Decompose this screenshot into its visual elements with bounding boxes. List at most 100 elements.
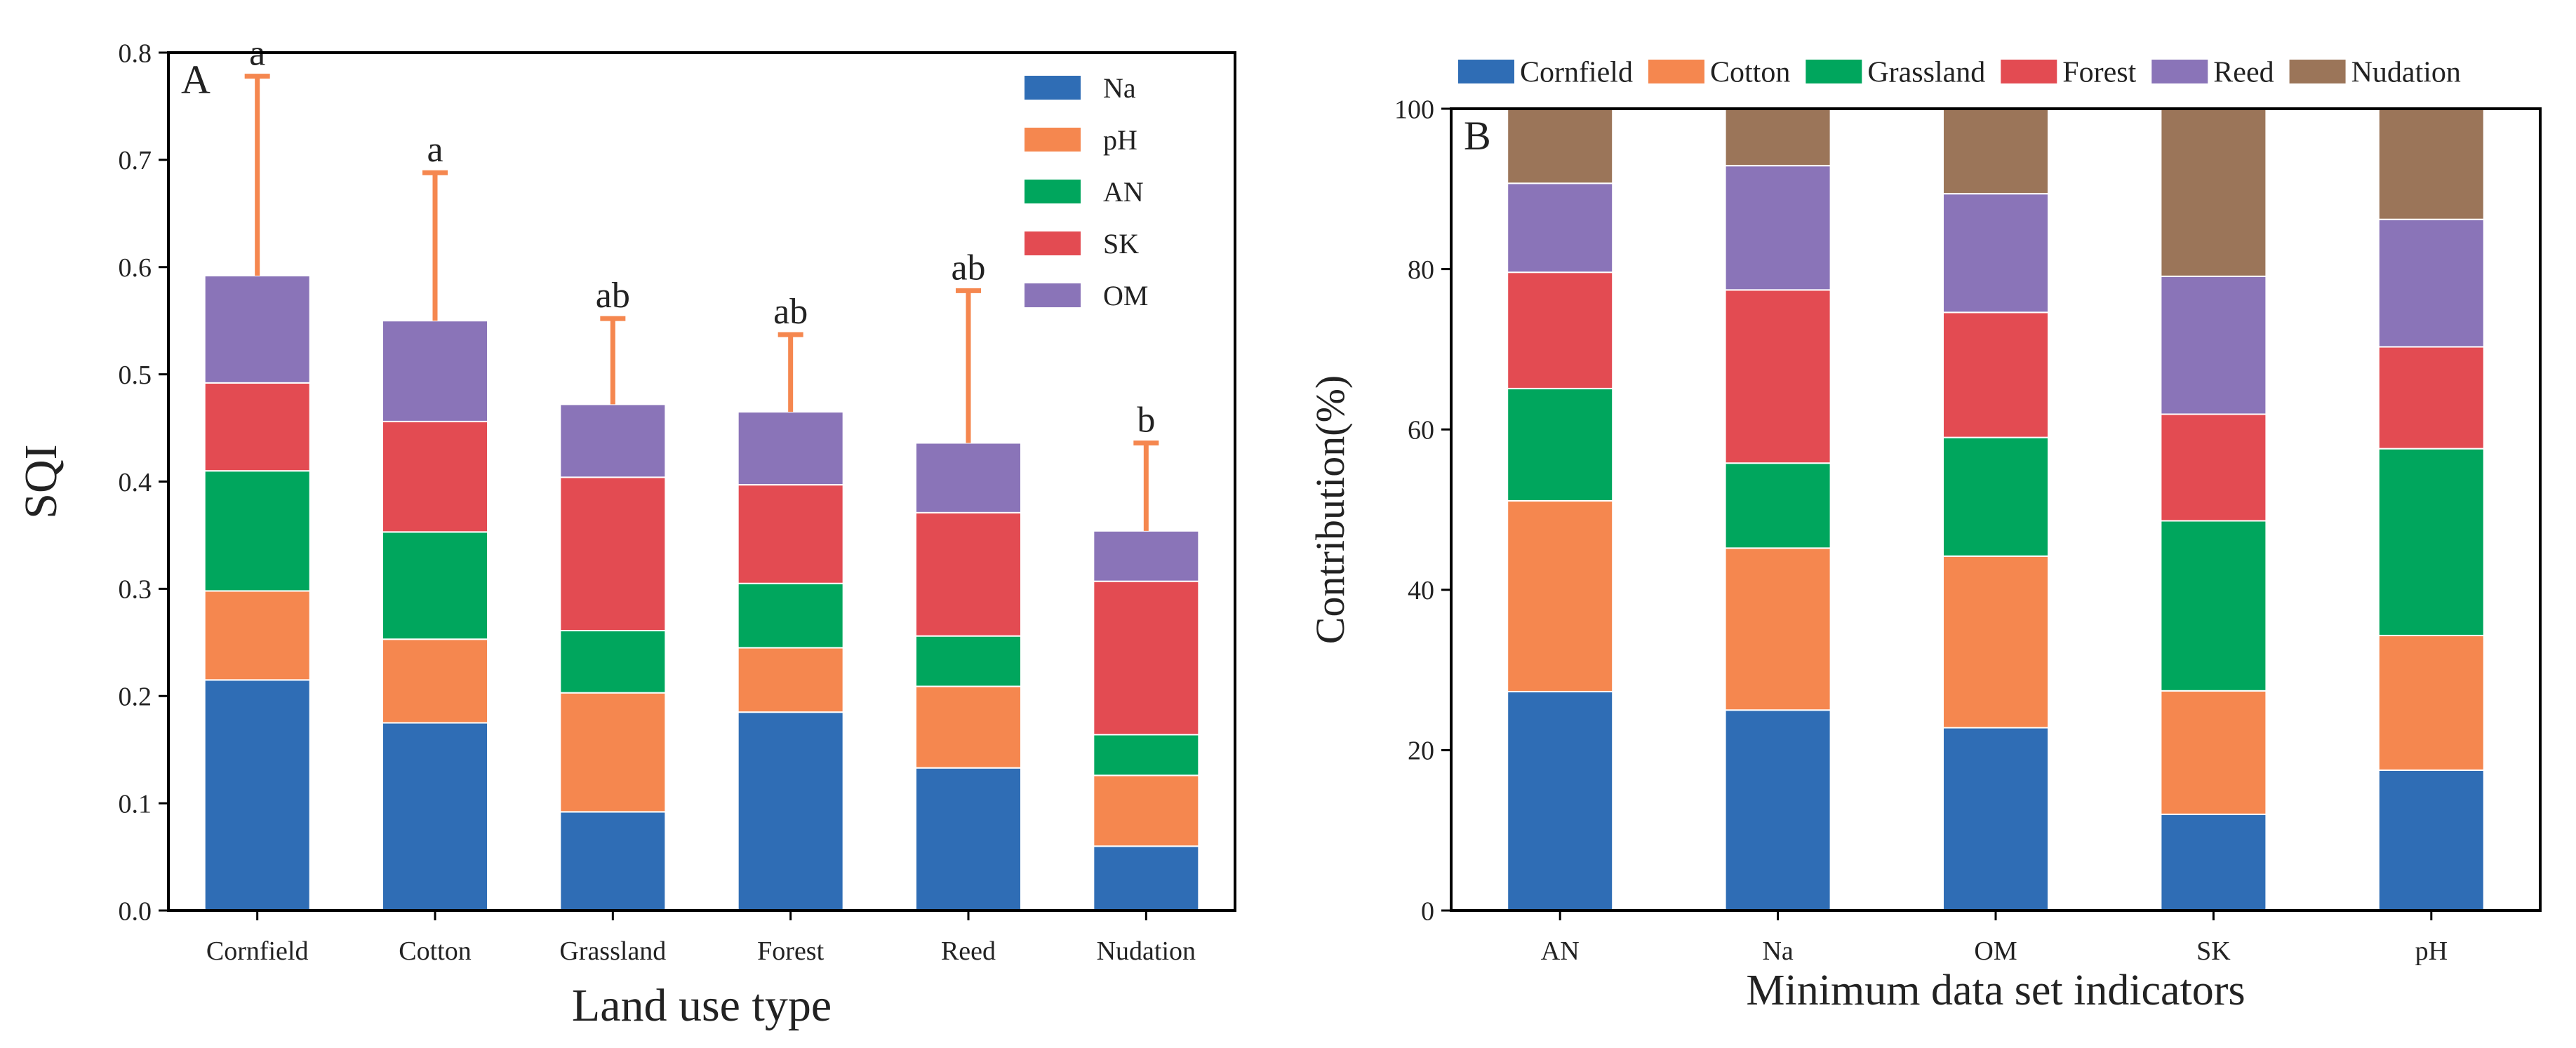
panel-a-legend: Na pH AN SK OM — [1025, 72, 1148, 311]
a-bar-cornfield-sk — [203, 382, 311, 472]
a-bar-cotton-sk — [382, 420, 488, 533]
b-bar-sk-grassland — [2160, 520, 2267, 692]
a-bar-cotton-ph — [382, 638, 488, 724]
b-ytick-label: 80 — [1408, 255, 1434, 285]
b-bar-ph-cornfield — [2377, 769, 2485, 911]
a-bar-cornfield-ph — [203, 590, 311, 681]
a-bar-forest-na — [737, 711, 844, 912]
a-significance-nudation: b — [1137, 400, 1155, 440]
a-significance-cotton: a — [427, 130, 443, 170]
b-bar-ph-forest — [2377, 346, 2485, 450]
a-ytick-label: 0.6 — [119, 253, 152, 283]
b-bar-ph-nudation — [2377, 108, 2485, 220]
b-bar-an-reed — [1507, 182, 1614, 274]
a-legend-label-na: Na — [1103, 72, 1136, 104]
a-bar-reed-sk — [915, 511, 1022, 637]
b-legend-swatch-cotton — [1648, 60, 1704, 83]
a-bar-grassland-an — [559, 629, 667, 694]
a-legend-label-om: OM — [1103, 280, 1148, 311]
a-xtick-label-cornfield: Cornfield — [206, 936, 309, 966]
b-bar-an-grassland — [1507, 387, 1614, 502]
a-bar-cornfield-an — [203, 470, 311, 592]
a-xtick-label-nudation: Nudation — [1097, 936, 1196, 966]
a-bar-grassland-na — [559, 811, 667, 911]
b-bar-om-reed — [1942, 193, 2049, 314]
panel-a-axes: 0.0 0.1 0.2 0.3 0.4 0.5 0.6 0.7 0.8 Cornfield Cott… — [15, 39, 1236, 1031]
panel-b-axes: 0 20 40 60 80 100 AN Na OM SK pH Minimum data set i… — [1307, 95, 2542, 1014]
b-ytick-label: 40 — [1408, 576, 1434, 605]
a-bar-nudation-ph — [1093, 774, 1200, 847]
b-bar-sk-cotton — [2160, 690, 2267, 815]
b-xtick-label-an: AN — [1541, 936, 1580, 966]
a-legend-swatch-ph — [1025, 128, 1081, 152]
b-bar-om-cornfield — [1942, 727, 2049, 911]
a-y-axis-label: SQI — [15, 444, 67, 518]
a-ytick-label: 0.7 — [119, 146, 152, 175]
a-bar-grassland-ph — [559, 692, 667, 813]
b-y-axis-label: Contribution(%) — [1307, 375, 1353, 644]
a-ytick-label: 0.8 — [119, 39, 152, 68]
b-bar-om-grassland — [1942, 436, 2049, 557]
a-legend-swatch-na — [1025, 76, 1081, 100]
b-bar-sk-reed — [2160, 275, 2267, 415]
a-bar-cotton-om — [382, 320, 488, 422]
a-bar-reed-om — [915, 442, 1022, 513]
panel-b-bars — [1507, 108, 2485, 911]
a-x-axis-label: Land use type — [572, 980, 832, 1031]
a-ytick-label: 0.2 — [119, 683, 152, 712]
b-ytick-label: 0 — [1421, 896, 1434, 926]
a-bar-nudation-om — [1093, 530, 1200, 582]
b-legend-label-nudation: Nudation — [2351, 57, 2461, 89]
b-bar-an-cotton — [1507, 499, 1614, 692]
b-legend-swatch-nudation — [2289, 60, 2346, 83]
b-xtick-label-sk: SK — [2196, 936, 2231, 966]
b-legend-swatch-grassland — [1806, 60, 1862, 83]
a-ytick-label: 0.4 — [119, 468, 152, 497]
b-legend-label-grassland: Grassland — [1867, 57, 1985, 89]
a-xtick-label-cotton: Cotton — [399, 936, 471, 966]
a-significance-grassland: ab — [596, 276, 630, 316]
a-bar-grassland-sk — [559, 476, 667, 631]
b-bar-na-nudation — [1724, 108, 1831, 167]
a-ytick-label: 0.3 — [119, 575, 152, 605]
a-ytick-label: 0.1 — [119, 789, 152, 819]
b-bar-om-nudation — [1942, 108, 2049, 195]
a-legend-swatch-sk — [1025, 231, 1081, 255]
b-bar-ph-grassland — [2377, 448, 2485, 636]
b-xtick-label-ph: pH — [2415, 936, 2448, 966]
b-legend-swatch-reed — [2151, 60, 2208, 83]
a-bar-nudation-sk — [1093, 580, 1200, 736]
b-bar-ph-reed — [2377, 218, 2485, 348]
a-bar-cotton-an — [382, 531, 488, 640]
a-legend-label-ph: pH — [1103, 124, 1137, 156]
panel-b-legend: Cornfield Cotton Grassland Forest Reed Nudati… — [1458, 57, 2461, 89]
b-bar-na-forest — [1724, 289, 1831, 464]
a-bar-reed-na — [915, 767, 1022, 912]
a-xtick-label-reed: Reed — [941, 936, 996, 966]
b-bar-an-cornfield — [1507, 690, 1614, 911]
b-ytick-label: 60 — [1408, 416, 1434, 445]
a-bar-cotton-na — [382, 722, 488, 911]
a-xtick-label-grassland: Grassland — [559, 936, 666, 966]
b-legend-label-cornfield: Cornfield — [1520, 57, 1633, 89]
b-xtick-label-na: Na — [1762, 936, 1793, 966]
b-bar-na-cornfield — [1724, 709, 1831, 911]
b-bar-an-forest — [1507, 271, 1614, 389]
a-bar-nudation-na — [1093, 845, 1200, 912]
a-significance-forest: ab — [773, 292, 808, 332]
b-bar-sk-nudation — [2160, 108, 2267, 277]
b-bar-na-cotton — [1724, 547, 1831, 711]
b-bar-na-grassland — [1724, 462, 1831, 549]
b-bar-sk-forest — [2160, 413, 2267, 522]
a-bar-reed-ph — [915, 685, 1022, 769]
b-legend-label-cotton: Cotton — [1710, 57, 1790, 89]
a-ytick-label: 0.5 — [119, 361, 152, 390]
b-xtick-label-om: OM — [1974, 936, 2017, 966]
a-bar-forest-ph — [737, 647, 844, 713]
a-panel-letter: A — [181, 57, 211, 102]
a-ytick-label: 0.0 — [119, 896, 152, 926]
b-legend-label-forest: Forest — [2062, 57, 2136, 89]
